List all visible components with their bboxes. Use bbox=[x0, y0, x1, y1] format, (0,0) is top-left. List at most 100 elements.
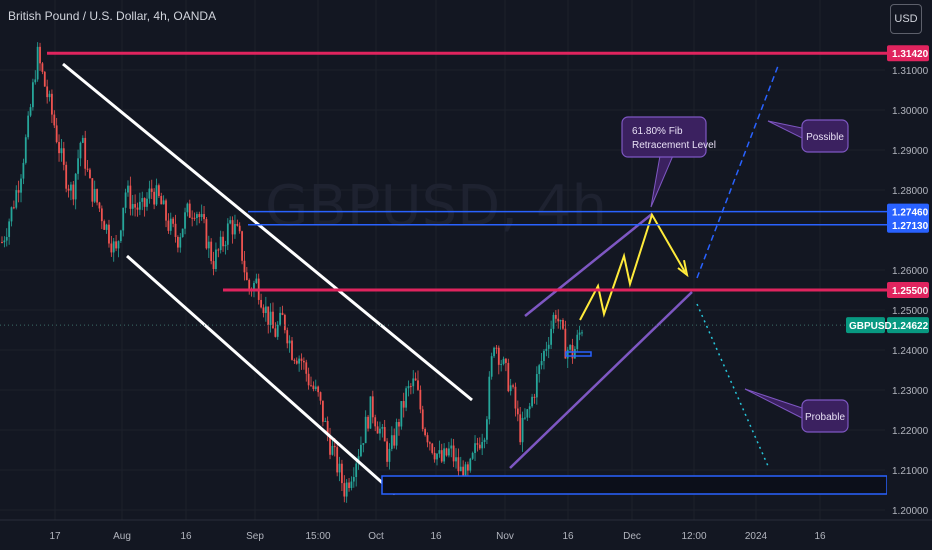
candle-body bbox=[217, 249, 220, 251]
candle-body bbox=[322, 400, 324, 422]
time-tick-label: Aug bbox=[113, 531, 131, 542]
candle-body bbox=[393, 435, 396, 446]
candle-body bbox=[497, 347, 500, 365]
candle-body bbox=[300, 358, 303, 361]
small-zone-box[interactable] bbox=[565, 351, 592, 357]
candle-body bbox=[521, 417, 524, 443]
candle-body bbox=[369, 396, 372, 429]
candle-body bbox=[362, 443, 365, 445]
candle-body bbox=[505, 358, 507, 363]
candle-body bbox=[307, 373, 310, 386]
candle-body bbox=[248, 280, 251, 290]
candle-body bbox=[67, 188, 70, 191]
candle-body bbox=[79, 142, 82, 159]
callout-pointer bbox=[767, 120, 803, 139]
candle-body bbox=[455, 457, 457, 462]
callout-box bbox=[801, 119, 849, 153]
candle-body bbox=[452, 445, 455, 462]
possible-projection-line[interactable] bbox=[696, 65, 779, 279]
candle-body bbox=[70, 184, 72, 191]
candle-body bbox=[552, 314, 555, 329]
candle-body bbox=[305, 362, 308, 374]
candle-body bbox=[554, 314, 557, 319]
candle-body bbox=[566, 349, 569, 359]
candle-body bbox=[215, 249, 217, 269]
price-tick-label: 1.25000 bbox=[892, 306, 929, 317]
price-tag-label: 1.31420 bbox=[892, 49, 929, 60]
candle-body bbox=[148, 188, 151, 199]
price-tick-label: 1.26000 bbox=[892, 266, 929, 277]
rising-channel-lower[interactable] bbox=[509, 291, 693, 469]
candle-body bbox=[269, 311, 272, 326]
candle-body bbox=[72, 184, 75, 200]
chart-drawings[interactable] bbox=[62, 62, 779, 496]
candle-body bbox=[436, 453, 438, 460]
candle-body bbox=[286, 330, 289, 344]
candle-body bbox=[36, 46, 39, 80]
candle-body bbox=[177, 236, 179, 248]
price-tick-label: 1.23000 bbox=[892, 386, 929, 397]
candle-body bbox=[41, 63, 44, 72]
candle-body bbox=[478, 444, 481, 449]
candle-body bbox=[167, 220, 170, 231]
candle-body bbox=[46, 86, 49, 98]
time-tick-label: 16 bbox=[562, 531, 574, 542]
price-tick-label: 1.20000 bbox=[892, 506, 929, 517]
candle-body bbox=[283, 314, 286, 331]
time-axis[interactable]: 17 Aug 16 Sep 15:00 Oct 16 Nov 16 Dec 12:00 2024 16 bbox=[0, 519, 932, 542]
candle-body bbox=[48, 93, 51, 98]
candle-body bbox=[445, 448, 448, 456]
candle-body bbox=[471, 452, 474, 459]
candle-body bbox=[193, 217, 196, 219]
candle-body bbox=[264, 306, 267, 313]
candle-body bbox=[222, 236, 224, 247]
candle-body bbox=[450, 445, 453, 449]
candle-body bbox=[196, 214, 198, 219]
candle-body bbox=[486, 419, 488, 440]
candle-body bbox=[179, 237, 182, 248]
candle-body bbox=[29, 107, 32, 116]
currency-button[interactable]: USD bbox=[890, 4, 922, 34]
candle-body bbox=[74, 173, 77, 200]
candle-body bbox=[569, 345, 572, 350]
chart-watermark: GBPUSD, 4h bbox=[265, 174, 607, 239]
yellow-arrowhead[interactable] bbox=[677, 259, 689, 278]
candle-body bbox=[398, 422, 400, 427]
time-tick-label: 16 bbox=[180, 531, 192, 542]
price-axis[interactable]: 1.31000 1.30000 1.29000 1.28000 1.26000 1.250… bbox=[846, 0, 932, 520]
candle-body bbox=[103, 221, 106, 230]
candle-body bbox=[188, 203, 191, 218]
candle-body bbox=[516, 408, 519, 415]
candle-body bbox=[428, 442, 431, 444]
channel-upper-line[interactable] bbox=[62, 62, 473, 402]
candle-body bbox=[274, 328, 277, 337]
candle-body bbox=[338, 463, 341, 473]
candle-body bbox=[12, 207, 15, 209]
candle-body bbox=[136, 207, 139, 210]
candle-body bbox=[438, 450, 441, 454]
candle-body bbox=[276, 324, 279, 337]
price-tag-bg bbox=[887, 216, 929, 233]
level-tag-1-27460: 1.27460 bbox=[887, 203, 929, 220]
candle-body bbox=[490, 356, 493, 377]
candle-body bbox=[112, 241, 115, 253]
candle-body bbox=[364, 416, 367, 444]
candle-body bbox=[336, 447, 339, 473]
candle-body bbox=[24, 137, 27, 163]
channel-lower-line[interactable] bbox=[126, 254, 396, 496]
candle-body bbox=[150, 188, 153, 192]
probable-projection-line[interactable] bbox=[696, 303, 769, 467]
rising-channel-upper[interactable] bbox=[524, 213, 653, 317]
candle-body bbox=[224, 244, 227, 247]
candle-body bbox=[535, 374, 538, 398]
yellow-projection-path[interactable] bbox=[579, 212, 686, 321]
callout-text: Possible bbox=[806, 132, 844, 143]
callout-text: 61.80% Fib bbox=[632, 126, 683, 137]
candle-body bbox=[155, 185, 158, 205]
candle-body bbox=[86, 168, 89, 170]
candle-body bbox=[467, 464, 469, 471]
callout-pointer bbox=[650, 156, 674, 208]
current-price-tag: 1.24622 bbox=[887, 317, 929, 334]
candle-body bbox=[488, 376, 491, 420]
